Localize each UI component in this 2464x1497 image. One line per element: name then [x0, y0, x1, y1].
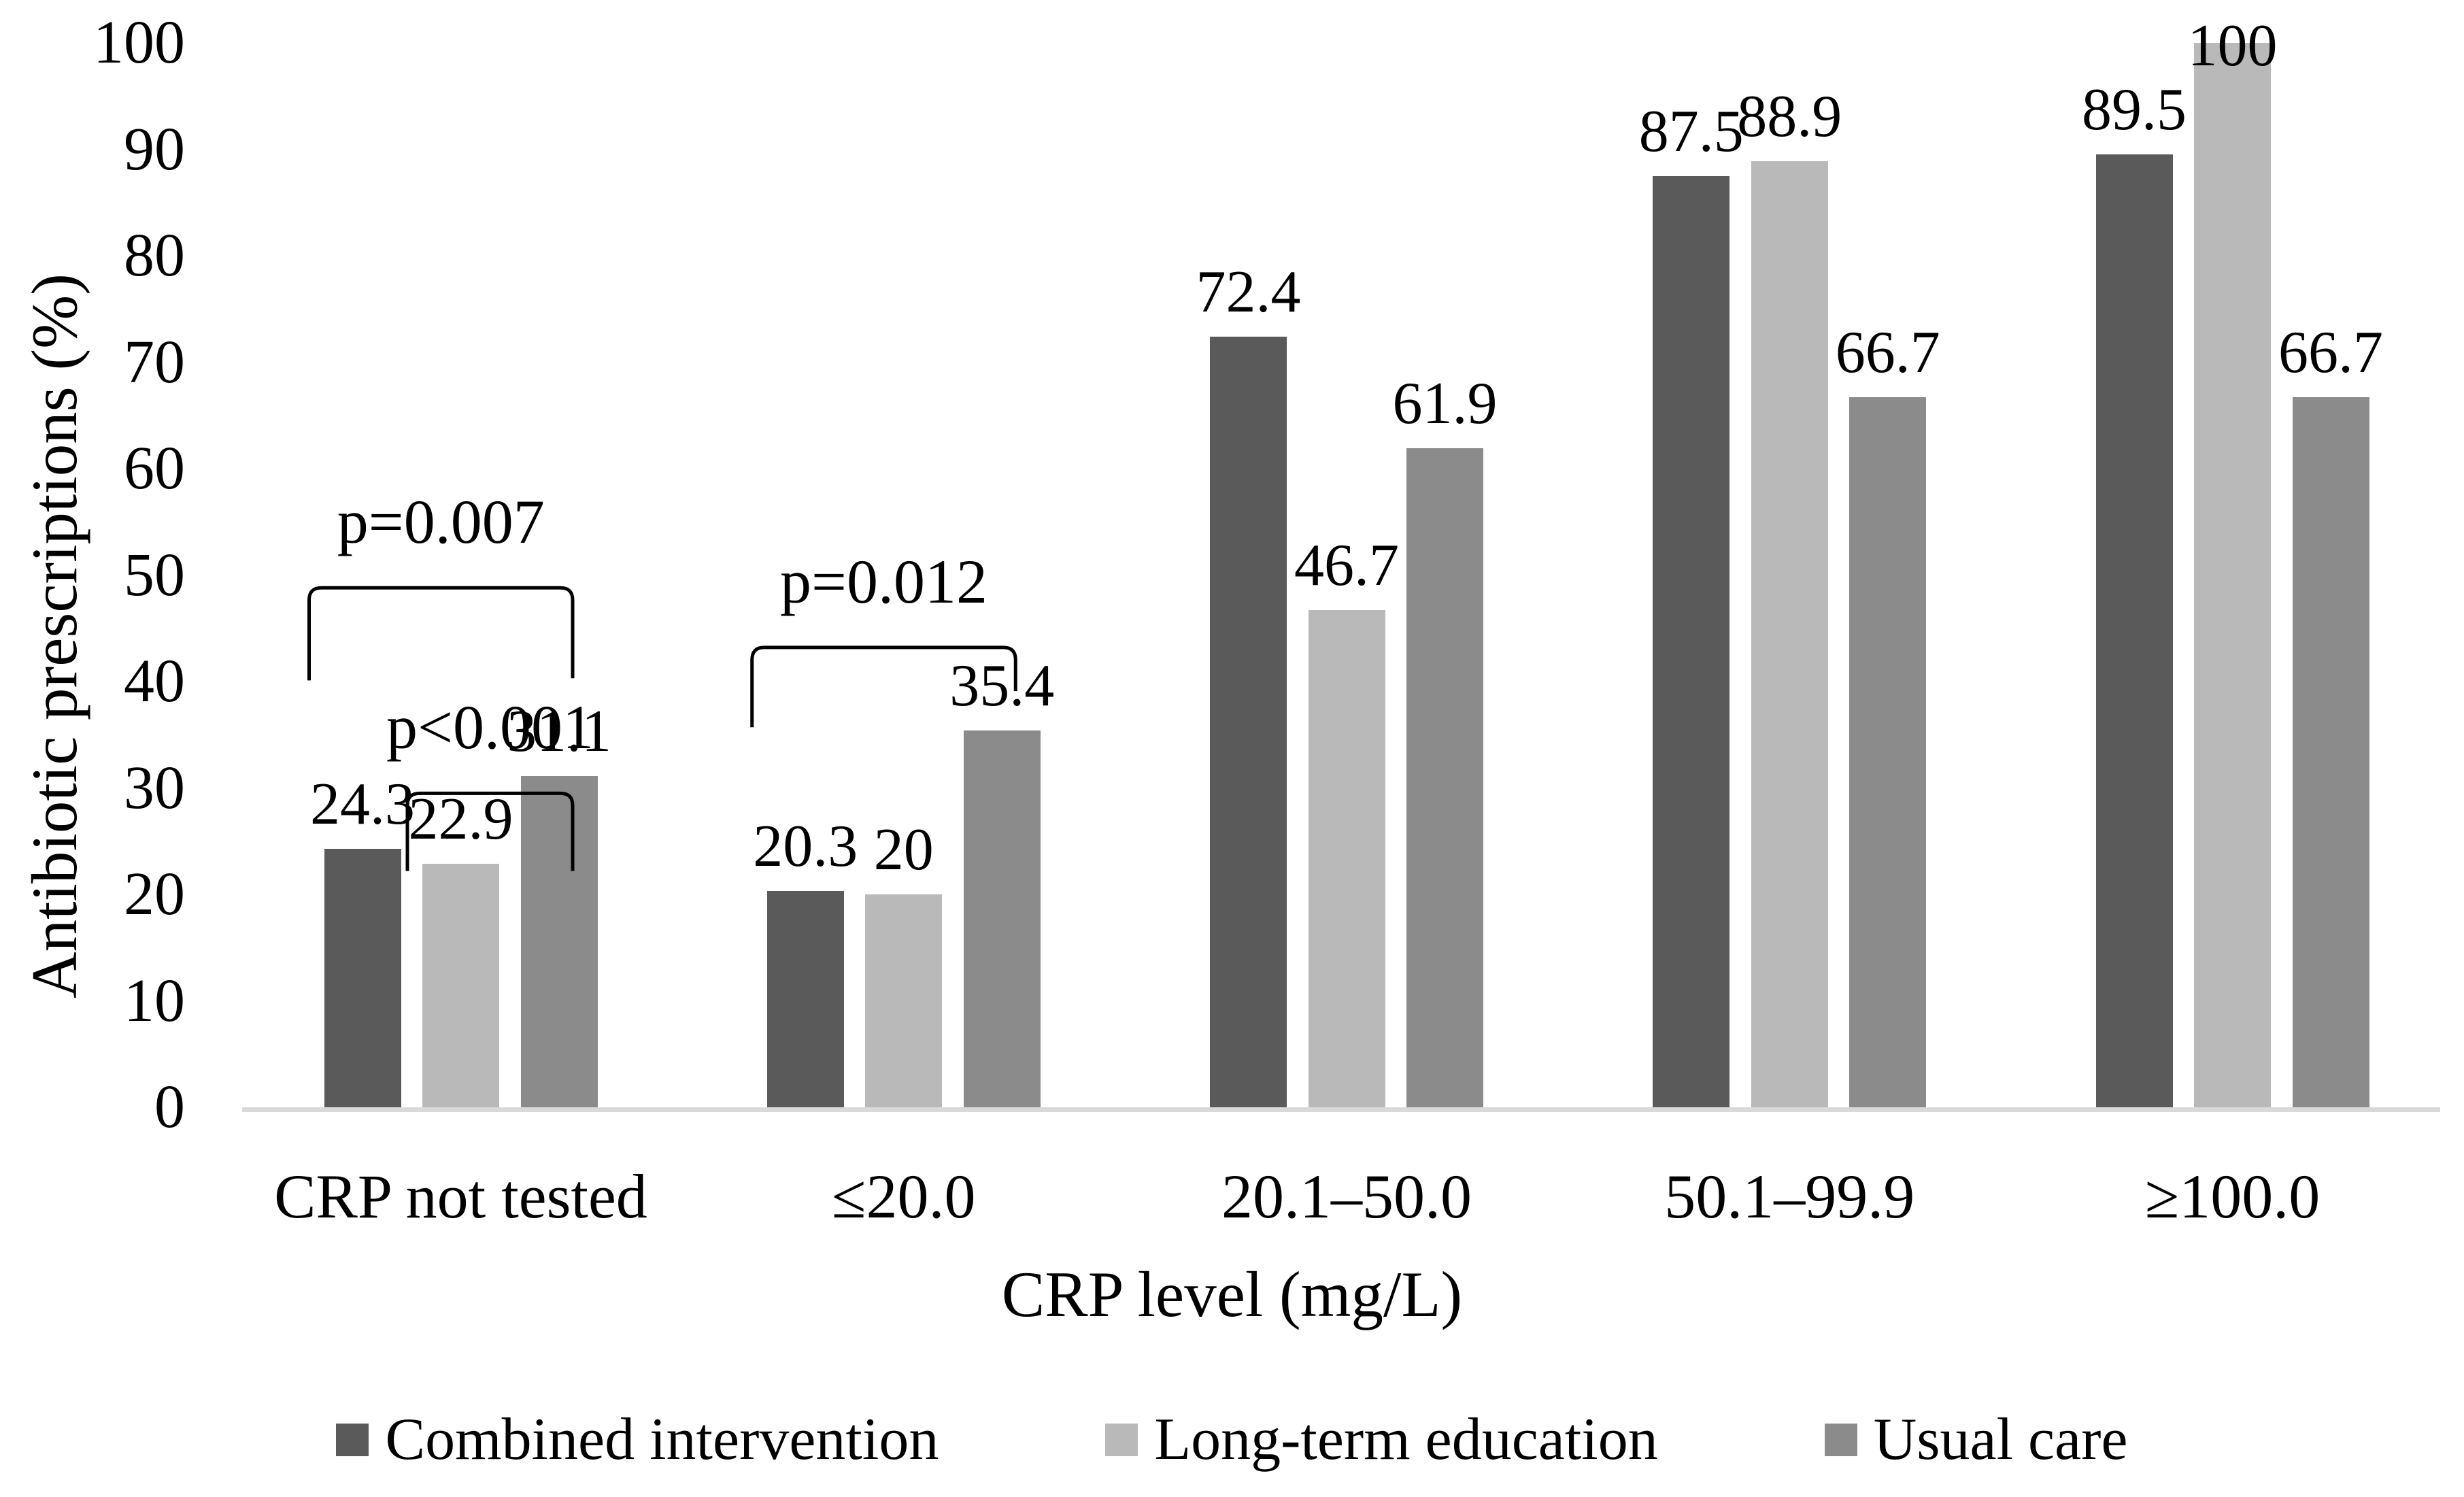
bar-usual-care: [2292, 397, 2369, 1107]
x-axis-line: [242, 1107, 2440, 1112]
x-axis-title: CRP level (mg/L): [1001, 1258, 1463, 1330]
bar-value-label: 66.7: [1835, 320, 1940, 386]
legend-label: Combined intervention: [385, 1407, 939, 1473]
p-value-label: p<0.001: [386, 692, 594, 762]
legend-item-usual-care: Usual care: [1824, 1402, 2128, 1477]
x-category-label: CRP not tested: [274, 1162, 647, 1231]
bar-value-label: 100: [2187, 13, 2278, 79]
legend-swatch-icon: [336, 1424, 369, 1456]
legend-label: Usual care: [1873, 1407, 2128, 1473]
bar-usual-care: [520, 776, 598, 1107]
x-category-label: 20.1–50.0: [1221, 1162, 1472, 1231]
y-tick-label: 100: [93, 9, 185, 76]
legend-swatch-icon: [1105, 1424, 1138, 1456]
y-tick-label: 0: [154, 1073, 185, 1141]
y-tick-label: 20: [124, 860, 185, 928]
x-category-label: 50.1–99.9: [1664, 1162, 1915, 1231]
legend-label: Long-term education: [1154, 1407, 1658, 1473]
y-tick-label: 70: [124, 328, 185, 396]
bar-value-label: 72.4: [1196, 258, 1301, 325]
bar-usual-care: [1849, 397, 1927, 1107]
bar-long-term-education: [1308, 610, 1385, 1107]
legend-swatch-icon: [1824, 1424, 1857, 1456]
bar-value-label: 22.9: [408, 786, 513, 852]
bar-long-term-education: [865, 894, 943, 1107]
bar-value-label: 20: [873, 817, 934, 883]
bar-combined-intervention: [766, 891, 844, 1107]
y-tick-label: 80: [124, 222, 185, 289]
x-category-label: ≥100.0: [2144, 1162, 2320, 1231]
bar-value-label: 89.5: [2082, 77, 2187, 144]
bar-long-term-education: [1751, 161, 1828, 1107]
y-tick-label: 40: [124, 647, 185, 715]
bar-value-label: 35.4: [949, 652, 1055, 719]
bar-combined-intervention: [324, 848, 401, 1107]
bar-long-term-education: [2194, 43, 2271, 1107]
p-value-label: p=0.012: [780, 546, 988, 616]
bar-combined-intervention: [2095, 154, 2173, 1107]
y-tick-label: 60: [124, 435, 185, 502]
bar-value-label: 87.5: [1638, 98, 1744, 165]
y-tick-label: 50: [124, 541, 185, 609]
x-category-label: ≤20.0: [832, 1162, 976, 1231]
bar-long-term-education: [422, 863, 499, 1107]
bar-combined-intervention: [1210, 336, 1287, 1107]
bar-value-label: 61.9: [1392, 371, 1498, 437]
bar-usual-care: [1406, 448, 1483, 1107]
y-tick-label: 90: [124, 115, 185, 183]
bar-value-label: 20.3: [753, 813, 858, 880]
legend-item-long-term-education: Long-term education: [1105, 1402, 1658, 1477]
p-value-label: p=0.007: [337, 487, 545, 557]
bar-combined-intervention: [1653, 175, 1730, 1107]
bar-usual-care: [963, 730, 1041, 1107]
bar-value-label: 46.7: [1294, 533, 1399, 599]
legend: Combined intervention Long-term education…: [0, 1402, 2464, 1477]
legend-item-combined-intervention: Combined intervention: [336, 1402, 939, 1477]
significance-bracket: [307, 586, 575, 681]
y-tick-label: 10: [124, 966, 185, 1035]
bar-value-label: 66.7: [2278, 320, 2383, 386]
bar-value-label: 31.1: [507, 699, 611, 765]
y-tick-label: 30: [124, 754, 185, 822]
bar-value-label: 88.9: [1737, 83, 1842, 150]
bar-value-label: 24.3: [310, 771, 415, 837]
